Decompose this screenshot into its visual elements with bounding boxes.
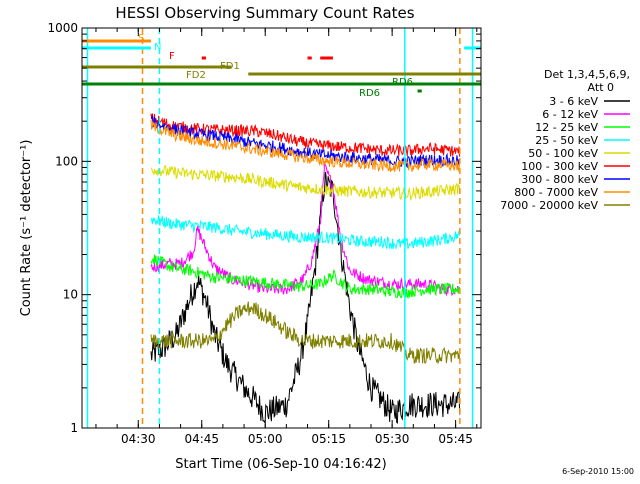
chart-title: HESSI Observing Summary Count Rates [115,4,414,22]
legend-title: Att 0 [588,81,614,94]
x-tick-label: 05:30 [375,432,410,446]
x-tick-label: 05:45 [438,432,473,446]
flag-label: FD2 [186,70,206,81]
legend-label: 3 - 6 keV [549,95,598,108]
footer-date: 6-Sep-2010 15:00 [562,467,634,476]
series-line [150,119,461,173]
x-tick-label: 04:45 [184,432,219,446]
flag-label: F [169,51,175,62]
flag-label: RD6 [392,77,413,88]
legend-label: 50 - 100 keV [528,147,598,160]
series-line [150,215,461,251]
x-tick-label: 04:30 [121,432,156,446]
series-line [150,165,461,201]
legend-label: 6 - 12 keV [542,108,598,121]
x-tick-label: 05:00 [248,432,283,446]
legend-label: 300 - 800 keV [521,173,598,186]
legend-label: 100 - 300 keV [521,160,598,173]
x-tick-label: 05:15 [311,432,346,446]
legend-label: 25 - 50 keV [535,134,598,147]
flag-bars: SNF FD1 FD2 RD6 RD6 [82,33,481,99]
legend-label: 12 - 25 keV [535,121,598,134]
y-axis-label: Count Rate (s⁻¹ detector⁻¹) [19,140,34,317]
flag-label: N [154,42,161,53]
legend-title: Det 1,3,4,5,6,9, [544,68,630,81]
y-tick-label: 1000 [47,21,78,35]
series-line [150,171,461,424]
legend-label: 800 - 7000 keV [514,186,598,199]
plot-frame [81,27,482,429]
flag-label: S [138,33,144,44]
y-tick-label: 100 [55,154,78,168]
vertical-markers [86,28,474,428]
x-axis-label: Start Time (06-Sep-10 04:16:42) [175,457,386,472]
legend-label: 7000 - 20000 keV [500,199,598,212]
axes: 04:30 04:45 05:00 05:15 05:30 05:45 1 10 100 1000 [47,21,481,446]
y-tick-label: 1 [70,421,78,435]
flag-label: FD1 [220,61,240,72]
flag-label: RD6 [359,88,380,99]
series-line [150,301,461,365]
plot-data [150,113,461,424]
y-tick-label: 10 [63,288,78,302]
series-line [150,162,461,297]
series-line [150,254,461,300]
